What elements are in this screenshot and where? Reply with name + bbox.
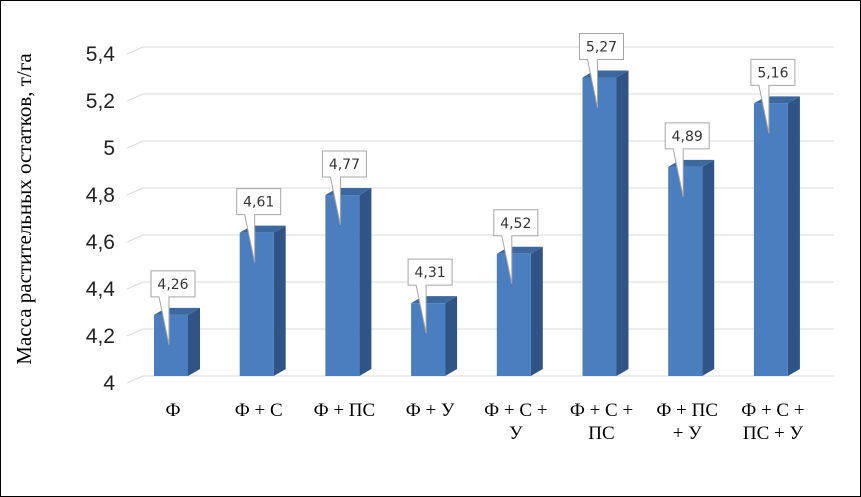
data-label: 5,27 <box>586 40 617 56</box>
bar-side <box>616 70 629 377</box>
y-tick-label: 4,4 <box>86 278 116 301</box>
data-labels: 4,26 4,61 4,77 4,31 4,52 5,27 4,89 5,16 <box>150 33 796 346</box>
data-label-callout <box>321 150 367 226</box>
data-label-callout <box>150 270 196 346</box>
data-label: 4,89 <box>672 129 703 145</box>
bar-side <box>530 246 543 376</box>
gridline-diagonal <box>126 328 144 337</box>
bar <box>325 195 360 376</box>
x-tick-label: Ф + С + <box>570 400 633 421</box>
data-label-callout <box>493 209 539 284</box>
gridline-diagonal <box>126 93 144 102</box>
bar <box>411 303 446 376</box>
x-tick-label: Ф + С + <box>484 400 547 421</box>
data-label-callout <box>664 122 710 197</box>
data-label-callout <box>750 58 796 134</box>
x-tick-label: Ф + ПС <box>656 400 718 421</box>
data-label: 4,31 <box>415 265 446 281</box>
data-label-callout <box>407 258 453 334</box>
y-tick-label: 4,6 <box>86 231 115 254</box>
x-tick-label: ПС <box>588 423 614 444</box>
x-tick-label: Ф + ПС <box>314 400 376 421</box>
bar <box>239 232 274 376</box>
data-label: 4,77 <box>329 157 360 173</box>
bar-side <box>702 159 715 376</box>
gridline-diagonal <box>126 234 144 243</box>
x-tick-label: Ф <box>165 400 180 421</box>
gridline-diagonal <box>126 46 144 55</box>
bar <box>668 166 703 376</box>
bar <box>496 253 531 376</box>
gridline-diagonal <box>126 281 144 290</box>
bar-side <box>273 225 286 376</box>
y-tick-label: 5,2 <box>86 90 115 113</box>
x-tick-label: Ф + С <box>235 400 283 421</box>
y-tick-label: 5 <box>103 137 115 160</box>
bar-side <box>787 96 800 377</box>
y-tick-label: 4,8 <box>86 184 115 207</box>
bar <box>582 77 617 377</box>
data-label-callout <box>236 188 282 263</box>
data-label: 5,16 <box>757 65 788 81</box>
x-tick-label: Ф + У <box>406 400 455 421</box>
x-tick-label: + У <box>673 423 702 444</box>
bar-side <box>359 188 372 376</box>
bar <box>154 314 188 376</box>
y-axis-ticks: 4 4,2 4,4 4,6 4,8 5 5,2 5,4 <box>86 43 116 395</box>
data-label: 4,52 <box>500 216 531 232</box>
bar-side <box>445 296 458 376</box>
grid-layer <box>126 46 834 384</box>
y-tick-label: 4,2 <box>86 325 115 348</box>
gridline-diagonal <box>126 187 144 196</box>
x-tick-label: Ф + С + <box>741 400 804 421</box>
y-tick-label: 5,4 <box>86 43 116 66</box>
bar-side <box>188 307 200 376</box>
bar <box>753 103 788 377</box>
y-axis-label: Масса растительных остатков, т/га <box>12 53 36 365</box>
gridline-diagonal <box>126 140 144 149</box>
data-label-callout <box>579 33 624 108</box>
y-tick-label: 4 <box>103 372 115 395</box>
data-label: 4,61 <box>243 195 274 211</box>
x-tick-label: ПС + У <box>743 423 804 444</box>
gridline-diagonal <box>126 375 144 384</box>
data-label: 4,26 <box>157 277 188 293</box>
x-tick-label: У <box>509 423 523 444</box>
